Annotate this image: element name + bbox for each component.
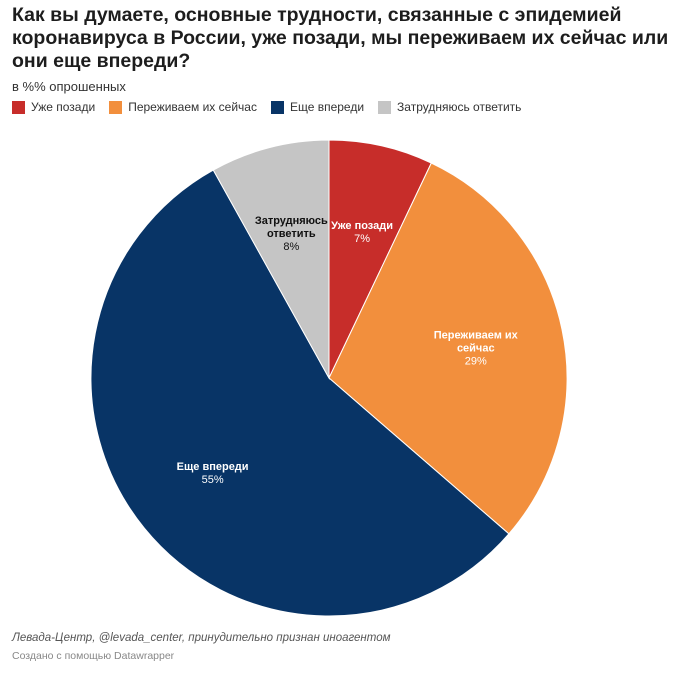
legend-item: Еще впереди [270, 100, 365, 114]
legend-swatch [378, 100, 392, 114]
slice-label: Затрудняюсь [255, 215, 328, 227]
slice-label: Еще впереди [177, 461, 249, 473]
slice-value-label: 29% [465, 355, 487, 367]
legend-item: Переживаем их сейчас [109, 100, 257, 114]
slice-value-label: 7% [354, 233, 370, 245]
source-note: Левада-Центр, @levada_center, принудител… [12, 632, 391, 644]
slice-label: Уже позади [331, 220, 393, 232]
pie-slice [328, 162, 568, 535]
legend-label: Еще впереди [289, 100, 365, 114]
legend-label: Переживаем их сейчас [128, 100, 257, 114]
slice-label: Переживаем их [434, 329, 519, 341]
legend-item: Уже позади [12, 100, 95, 114]
legend-label: Уже позади [31, 100, 96, 114]
pie-slice [90, 169, 510, 617]
credit-note: Создано с помощью Datawrapper [12, 650, 175, 662]
legend-item: Затрудняюсь ответить [378, 100, 521, 114]
pie-slice [328, 139, 432, 379]
slice-label: сейчас [457, 342, 495, 354]
pie-slice [212, 139, 330, 380]
legend-label: Затрудняюсь ответить [397, 100, 522, 114]
slice-label: ответить [267, 228, 316, 240]
legend-swatch [109, 100, 123, 114]
slice-value-label: 8% [283, 241, 299, 253]
legend-swatch [270, 100, 284, 114]
chart-subtitle: в %% опрошенных [12, 79, 126, 94]
legend: Уже позади Переживаем их сейчас Еще впер… [12, 100, 521, 114]
chart-title: Как вы думаете, основные трудности, связ… [12, 4, 669, 72]
legend-swatch [12, 100, 25, 114]
slice-value-label: 55% [202, 474, 224, 486]
